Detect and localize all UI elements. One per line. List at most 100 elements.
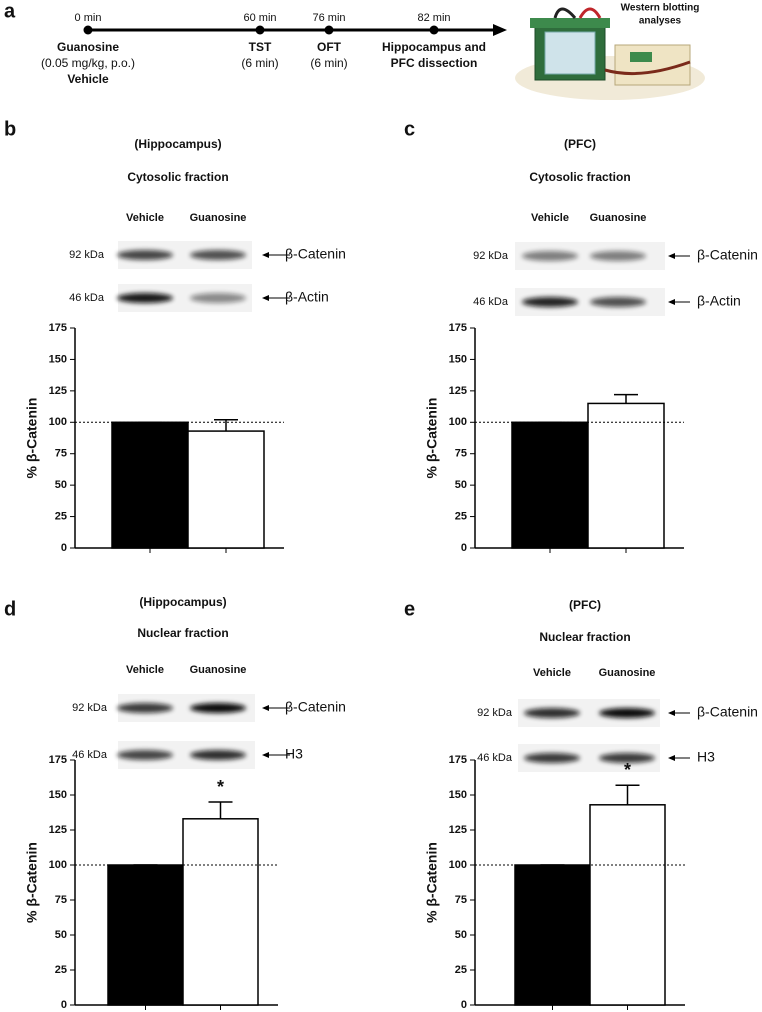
y-tick-label: 100 — [449, 416, 467, 428]
region-title: (Hippocampus) — [139, 595, 226, 609]
bar — [111, 421, 189, 549]
y-tick-label: 100 — [49, 859, 67, 871]
y-tick-label: 50 — [455, 929, 467, 941]
y-axis-label: % β-Catenin — [24, 398, 40, 479]
fraction-title: Cytosolic fraction — [529, 170, 630, 184]
timeline-dot — [429, 25, 439, 35]
y-tick-label: 25 — [455, 510, 467, 522]
y-tick-label: 75 — [455, 894, 467, 906]
lane-label: Guanosine — [190, 664, 247, 676]
y-tick-label: 150 — [49, 353, 67, 365]
y-tick-label: 100 — [449, 859, 467, 871]
y-tick-label: 125 — [449, 824, 467, 836]
timeline-note: PFC dissection — [391, 56, 478, 70]
y-tick-label: 150 — [449, 353, 467, 365]
protein-label: H3 — [697, 749, 715, 765]
timeline-note: (6 min) — [310, 56, 347, 70]
y-tick-label: 150 — [449, 789, 467, 801]
y-tick-label: 125 — [49, 824, 67, 836]
timeline-dot — [255, 25, 265, 35]
y-tick-label: 75 — [55, 448, 67, 460]
panel-label: b — [4, 118, 16, 140]
kda-label: 92 kDa — [69, 249, 105, 261]
timeline-arrow — [493, 24, 507, 36]
blot-band — [117, 750, 173, 760]
y-tick-label: 0 — [61, 542, 67, 554]
y-tick-label: 50 — [55, 479, 67, 491]
y-tick-label: 100 — [49, 416, 67, 428]
blot-band — [590, 251, 646, 261]
lane-label: Vehicle — [126, 212, 164, 224]
panel-label: c — [404, 118, 415, 140]
timeline-time: 76 min — [312, 12, 345, 24]
bar — [511, 421, 589, 549]
arrow-head — [668, 253, 675, 259]
lane-label: Guanosine — [599, 667, 656, 679]
kda-label: 46 kDa — [69, 292, 105, 304]
y-axis-label: % β-Catenin — [24, 842, 40, 923]
timeline-time: 60 min — [243, 12, 276, 24]
y-tick-label: 0 — [461, 542, 467, 554]
y-tick-label: 25 — [55, 964, 67, 976]
arrow-head — [262, 705, 269, 711]
lane-label: Vehicle — [533, 667, 571, 679]
lane-label: Guanosine — [190, 212, 247, 224]
lane-label: Vehicle — [531, 212, 569, 224]
timeline-note: Vehicle — [67, 72, 109, 86]
blot-band — [599, 753, 655, 763]
y-axis-label: % β-Catenin — [424, 398, 440, 479]
bar — [514, 864, 591, 1006]
y-tick-label: 25 — [55, 510, 67, 522]
bar — [187, 430, 265, 549]
timeline-note: OFT — [317, 40, 342, 54]
timeline-dot — [83, 25, 93, 35]
y-tick-label: 50 — [55, 929, 67, 941]
bar — [587, 402, 665, 549]
region-title: (PFC) — [569, 598, 601, 612]
y-tick-label: 0 — [61, 999, 67, 1011]
y-tick-label: 175 — [449, 322, 467, 334]
kda-label: 92 kDa — [72, 702, 108, 714]
bar — [182, 818, 259, 1006]
y-tick-label: 175 — [49, 754, 67, 766]
bar — [589, 804, 666, 1006]
y-tick-label: 125 — [49, 385, 67, 397]
bar — [107, 864, 184, 1006]
timeline-time: 82 min — [417, 12, 450, 24]
blot-band — [522, 297, 578, 307]
arrow-head — [668, 299, 675, 305]
y-axis-label: % β-Catenin — [424, 842, 440, 923]
arrow-head — [668, 755, 675, 761]
y-tick-label: 0 — [461, 999, 467, 1011]
apparatus-label: analyses — [639, 16, 682, 27]
apparatus-label: Western blotting — [621, 3, 700, 14]
kda-label: 92 kDa — [473, 250, 509, 262]
timeline-time: 0 min — [75, 12, 102, 24]
arrow-head — [262, 295, 269, 301]
significance: * — [217, 777, 224, 797]
timeline-note: (0.05 mg/kg, p.o.) — [41, 56, 135, 70]
y-tick-label: 25 — [455, 964, 467, 976]
y-tick-label: 150 — [49, 789, 67, 801]
blot-band — [190, 250, 246, 260]
protein-label: β-Catenin — [285, 699, 346, 715]
blot-band — [190, 750, 246, 760]
timeline-note: Guanosine — [57, 40, 119, 54]
blot-band — [524, 753, 580, 763]
y-tick-label: 75 — [55, 894, 67, 906]
y-tick-label: 75 — [455, 448, 467, 460]
arrow-head — [262, 252, 269, 258]
timeline-note: TST — [249, 40, 272, 54]
kda-label: 46 kDa — [477, 752, 513, 764]
panel-label: d — [4, 598, 16, 620]
timeline-note: (6 min) — [241, 56, 278, 70]
blot-band — [117, 703, 173, 713]
y-tick-label: 50 — [455, 479, 467, 491]
protein-label: β-Actin — [285, 289, 329, 305]
arrow-head — [262, 752, 269, 758]
protein-label: β-Catenin — [697, 704, 758, 720]
blot-band — [522, 251, 578, 261]
error-bar — [214, 419, 238, 432]
fraction-title: Cytosolic fraction — [127, 170, 228, 184]
